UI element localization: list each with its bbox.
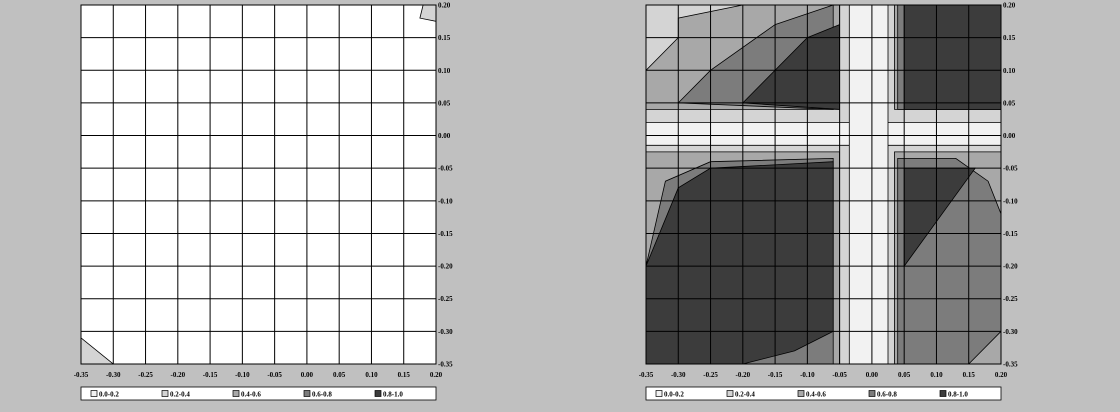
x-tick-label: -0.20	[171, 371, 186, 379]
legend-swatch	[374, 390, 382, 397]
x-tick-label: -0.20	[736, 371, 751, 379]
plot-border	[645, 4, 1002, 365]
legend-swatch	[797, 390, 805, 397]
y-tick-label: 0.20	[1003, 2, 1016, 10]
x-tick-label: 0.00	[301, 371, 314, 379]
y-tick-label: -0.10	[438, 197, 453, 205]
legend-label: 0.4-0.6	[806, 391, 826, 399]
legend-label: 0.8-1.0	[948, 391, 968, 399]
chart-1: -0.35 -0.30 -0.25 -0.20 -0.15 -0.10 -0.05 0.00 0…	[8, 0, 560, 407]
y-tick-label: -0.05	[1003, 165, 1018, 173]
y-tick-label: -0.15	[438, 230, 453, 238]
y-tick-label: 0.10	[1003, 67, 1016, 75]
legend: 0.0-0.2 0.2-0.4 0.4-0.6 0.6-0.8 0.8-1.0	[80, 386, 437, 401]
y-tick-label: -0.35	[1003, 361, 1018, 369]
y-tick-label: -0.05	[438, 165, 453, 173]
x-tick-label: 0.20	[430, 371, 443, 379]
contour-region-11	[903, 5, 1001, 110]
legend-box	[645, 386, 1002, 401]
x-tick-label: 0.05	[898, 371, 911, 379]
legend-label: 0.2-0.4	[170, 391, 190, 399]
y-tick-label: 0.15	[438, 34, 451, 42]
legend-label: 0.0-0.2	[99, 391, 119, 399]
y-tick-label: 0.00	[438, 132, 451, 140]
y-tick-label: -0.15	[1003, 230, 1018, 238]
contour-regions	[81, 5, 436, 364]
y-tick-label: -0.20	[1003, 263, 1018, 271]
contour-region-15	[848, 5, 889, 364]
legend-box	[80, 386, 437, 401]
legend-swatch	[939, 390, 947, 397]
legend-label: 0.6-0.8	[877, 391, 897, 399]
x-tick-label: -0.05	[832, 371, 847, 379]
x-tick-label: -0.30	[106, 371, 121, 379]
legend-swatch	[161, 390, 169, 397]
contour-regions	[646, 5, 1001, 364]
x-tick-label: 0.00	[866, 371, 879, 379]
y-tick-label: 0.05	[438, 99, 451, 107]
legend-swatch	[726, 390, 734, 397]
y-tick-label: -0.25	[438, 295, 453, 303]
chart-2: -0.35 -0.30 -0.25 -0.20 -0.15 -0.10 -0.05 0.00 0…	[573, 0, 1120, 407]
x-tick-label: 0.05	[333, 371, 346, 379]
y-tick-label: 0.00	[1003, 132, 1016, 140]
y-tick-label: 0.05	[1003, 99, 1016, 107]
legend-label: 0.0-0.2	[664, 391, 684, 399]
y-tick-label: -0.35	[438, 361, 453, 369]
contour-region-12	[646, 161, 834, 364]
x-tick-label: -0.25	[138, 371, 153, 379]
y-tick-label: -0.30	[438, 328, 453, 336]
y-tick-label: -0.30	[1003, 328, 1018, 336]
x-tick-label: -0.35	[639, 371, 654, 379]
x-tick-label: 0.15	[398, 371, 411, 379]
x-tick-label: -0.15	[203, 371, 218, 379]
y-tick-label: 0.10	[438, 67, 451, 75]
x-tick-label: 0.10	[930, 371, 943, 379]
x-tick-label: -0.35	[74, 371, 89, 379]
y-tick-label: 0.15	[1003, 34, 1016, 42]
x-tick-label: 0.15	[963, 371, 976, 379]
x-tick-label: -0.15	[768, 371, 783, 379]
plot-area	[81, 5, 436, 364]
y-tick-label: -0.10	[1003, 197, 1018, 205]
legend-swatch	[232, 390, 240, 397]
y-tick-label: -0.20	[438, 263, 453, 271]
contour-region-2	[419, 5, 436, 22]
contour-region-14	[646, 122, 1001, 146]
x-tick-label: -0.10	[235, 371, 250, 379]
legend-label: 0.2-0.4	[735, 391, 755, 399]
plot-border	[80, 4, 437, 365]
legend-swatch	[655, 390, 663, 397]
x-tick-label: 0.20	[995, 371, 1008, 379]
legend-label: 0.8-1.0	[383, 391, 403, 399]
legend: 0.0-0.2 0.2-0.4 0.4-0.6 0.6-0.8 0.8-1.0	[645, 386, 1002, 401]
y-tick-label: 0.20	[438, 2, 451, 10]
legend-swatch	[90, 390, 98, 397]
legend-swatch	[868, 390, 876, 397]
contour-region-1	[81, 337, 114, 364]
legend-label: 0.6-0.8	[312, 391, 332, 399]
x-tick-label: -0.30	[671, 371, 686, 379]
x-tick-label: -0.05	[267, 371, 282, 379]
legend-label: 0.4-0.6	[241, 391, 261, 399]
x-tick-label: -0.10	[800, 371, 815, 379]
legend-swatch	[303, 390, 311, 397]
y-tick-label: -0.25	[1003, 295, 1018, 303]
x-tick-label: 0.10	[365, 371, 378, 379]
x-tick-label: -0.25	[703, 371, 718, 379]
